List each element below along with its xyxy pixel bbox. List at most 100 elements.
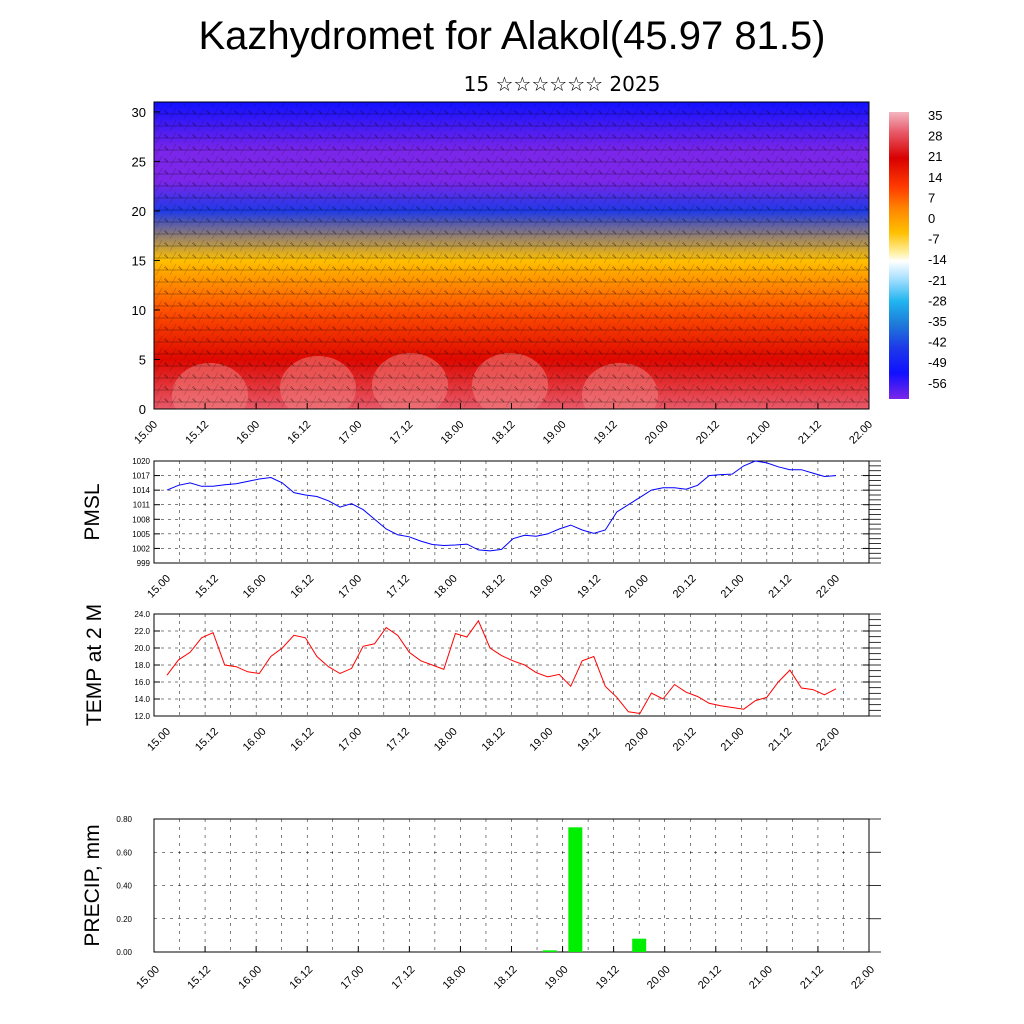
precip-ytick-label: 0.80 bbox=[116, 815, 132, 824]
xtick-label: 21.12 bbox=[766, 573, 794, 601]
xtick-label: 17.12 bbox=[384, 726, 412, 754]
ytick-label: 20.0 bbox=[134, 644, 150, 653]
temp-panel: 12.0 14.0 16.0 18.0 20.0 22.0 24.0 15.00 15.12 16… bbox=[83, 604, 881, 754]
ytick-label: 1020 bbox=[132, 457, 150, 466]
xtick-label: 21.12 bbox=[798, 964, 826, 992]
xtick-label: 18.12 bbox=[492, 964, 520, 992]
colorbar-label: -49 bbox=[928, 355, 947, 370]
heatmap-xtick-label: 17.12 bbox=[388, 419, 416, 447]
colorbar-label: -42 bbox=[928, 335, 947, 350]
xtick-label: 19.12 bbox=[575, 573, 603, 601]
colorbar-label: -7 bbox=[928, 232, 940, 247]
xtick-label: 15.00 bbox=[134, 964, 162, 992]
xtick-label: 21.00 bbox=[719, 573, 747, 601]
precip-bar bbox=[542, 950, 557, 952]
xtick-label: 22.00 bbox=[814, 573, 842, 601]
heatmap-xtick-label: 18.00 bbox=[439, 419, 467, 447]
xtick-label: 18.12 bbox=[480, 726, 508, 754]
xtick-label: 17.00 bbox=[338, 964, 366, 992]
heatmap-xtick-label: 20.00 bbox=[643, 419, 671, 447]
ytick-label: 14.0 bbox=[134, 695, 150, 704]
xtick-label: 20.00 bbox=[645, 964, 673, 992]
ytick-label: 1005 bbox=[132, 530, 150, 539]
heatmap-xtick-label: 16.12 bbox=[285, 419, 313, 447]
xtick-label: 15.12 bbox=[185, 964, 213, 992]
PMSL-series-line bbox=[166, 460, 837, 552]
heatmap-panel: 0 5 10 15 20 25 30 15.00 15.12 16.00 16.12 17.00 17.… bbox=[132, 101, 875, 447]
PMSL-ylabel: PMSL bbox=[81, 483, 104, 540]
TEMP at 2 M-series-line bbox=[166, 619, 837, 715]
xtick-label: 22.00 bbox=[814, 726, 842, 754]
xtick-label: 16.12 bbox=[289, 573, 317, 601]
xtick-label: 16.00 bbox=[241, 726, 269, 754]
xtick-label: 19.00 bbox=[543, 964, 571, 992]
precip-ytick-label: 0.00 bbox=[116, 948, 132, 957]
heatmap-xtick-label: 18.12 bbox=[490, 419, 518, 447]
colorbar-label: 0 bbox=[928, 211, 935, 226]
heatmap-ytick-label: 15 bbox=[132, 253, 146, 268]
heatmap-xtick-label: 15.12 bbox=[183, 419, 211, 447]
precip-ylabel: PRECIP, mm bbox=[81, 824, 104, 946]
precip-ytick-label: 0.60 bbox=[116, 848, 132, 857]
pmsl-panel: 999 1002 1005 1008 1011 1014 1017 1020 15.00 15.1… bbox=[81, 457, 881, 601]
precip-ytick-label: 0.20 bbox=[116, 915, 132, 924]
precip-panel: 0.00 0.20 0.40 0.60 0.80 15.00 15.12 16.00 16.12… bbox=[81, 815, 881, 992]
xtick-label: 22.00 bbox=[849, 964, 877, 992]
precip-bar bbox=[568, 827, 583, 952]
xtick-label: 16.00 bbox=[236, 964, 264, 992]
heatmap-xtick-label: 21.12 bbox=[796, 419, 824, 447]
xtick-label: 20.12 bbox=[671, 726, 699, 754]
ytick-label: 16.0 bbox=[134, 678, 150, 687]
colorbar-label: 14 bbox=[928, 170, 942, 185]
ytick-label: 1014 bbox=[132, 486, 150, 495]
chart-title: Kazhydromet for Alakol(45.97 81.5) bbox=[198, 14, 826, 58]
xtick-label: 15.00 bbox=[145, 573, 173, 601]
heatmap-ytick-label: 30 bbox=[132, 105, 146, 120]
xtick-label: 16.12 bbox=[289, 726, 317, 754]
colorbar-label: 21 bbox=[928, 149, 942, 164]
wind-vector-field bbox=[154, 102, 869, 409]
heatmap-xtick-label: 16.00 bbox=[234, 419, 262, 447]
xtick-label: 20.12 bbox=[696, 964, 724, 992]
xtick-label: 16.00 bbox=[241, 573, 269, 601]
xtick-label: 19.12 bbox=[594, 964, 622, 992]
xtick-label: 19.00 bbox=[527, 573, 555, 601]
xtick-label: 15.00 bbox=[145, 726, 173, 754]
xtick-label: 16.12 bbox=[287, 964, 315, 992]
ytick-label: 999 bbox=[137, 559, 151, 568]
xtick-label: 19.12 bbox=[575, 726, 603, 754]
ytick-label: 1008 bbox=[132, 515, 150, 524]
xtick-label: 17.00 bbox=[336, 573, 364, 601]
heatmap-xtick-label: 15.00 bbox=[132, 419, 160, 447]
ytick-label: 12.0 bbox=[134, 712, 150, 721]
heatmap-ytick-label: 25 bbox=[132, 154, 146, 169]
ytick-label: 22.0 bbox=[134, 627, 150, 636]
colorbar-label: -56 bbox=[928, 376, 947, 391]
xtick-label: 17.12 bbox=[384, 573, 412, 601]
xtick-label: 15.12 bbox=[193, 573, 221, 601]
xtick-label: 18.00 bbox=[432, 573, 460, 601]
TEMP at 2 M-ylabel: TEMP at 2 M bbox=[83, 604, 106, 726]
heatmap-xtick-label: 20.12 bbox=[694, 419, 722, 447]
xtick-label: 17.00 bbox=[336, 726, 364, 754]
colorbar-strip bbox=[889, 112, 909, 399]
heatmap-xtick-label: 19.12 bbox=[592, 419, 620, 447]
ytick-label: 18.0 bbox=[134, 661, 150, 670]
colorbar-label: -35 bbox=[928, 314, 947, 329]
xtick-label: 20.12 bbox=[671, 573, 699, 601]
heatmap-xtick-label: 19.00 bbox=[541, 419, 569, 447]
heatmap-ytick-label: 20 bbox=[132, 204, 146, 219]
ytick-label: 1011 bbox=[133, 501, 151, 510]
colorbar-label: 28 bbox=[928, 129, 942, 144]
xtick-label: 20.00 bbox=[623, 573, 651, 601]
heatmap-ytick-label: 0 bbox=[139, 402, 146, 417]
xtick-label: 18.00 bbox=[441, 964, 469, 992]
ytick-label: 1002 bbox=[132, 544, 150, 553]
colorbar-label: 35 bbox=[928, 108, 942, 123]
heatmap-xtick-label: 22.00 bbox=[847, 419, 875, 447]
xtick-label: 18.00 bbox=[432, 726, 460, 754]
colorbar: 35 28 21 14 7 0 -7 -14 -21 -28 -35 -42 -49 -56 bbox=[889, 108, 947, 399]
xtick-label: 21.00 bbox=[747, 964, 775, 992]
xtick-label: 19.00 bbox=[527, 726, 555, 754]
